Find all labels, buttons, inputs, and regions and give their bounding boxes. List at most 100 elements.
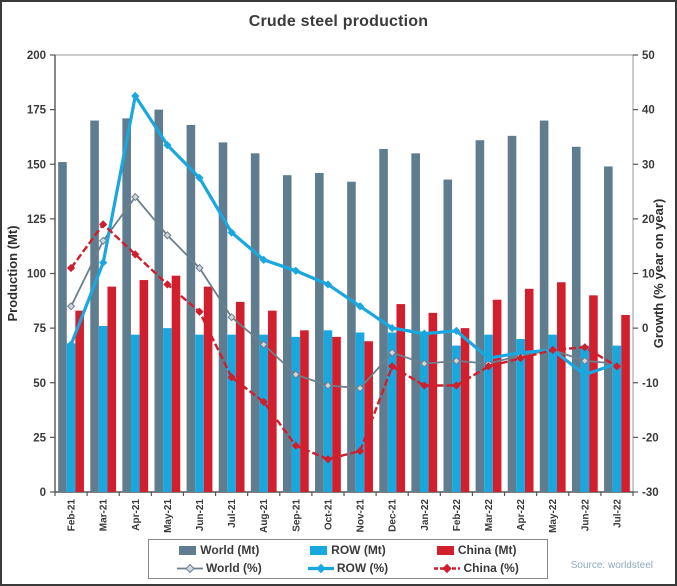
bar	[428, 312, 438, 492]
bar	[589, 295, 598, 492]
x-category-label: Feb-22	[452, 499, 463, 532]
x-category-label: Feb-21	[67, 499, 78, 532]
data-point-marker	[195, 173, 204, 183]
bar	[580, 345, 590, 492]
data-point-marker	[420, 329, 429, 338]
data-point-marker	[580, 343, 589, 352]
bar	[90, 120, 99, 493]
right-tick-label: 20	[642, 214, 655, 226]
line-series-row-	[66, 91, 622, 379]
world-line-swatch-icon	[176, 563, 203, 573]
left-tick-label: 25	[33, 432, 46, 444]
bar	[507, 135, 517, 492]
bar-series-china-mt-	[75, 275, 630, 492]
bar	[186, 124, 196, 493]
bar	[475, 140, 485, 492]
bar	[195, 334, 204, 492]
legend-item-china-bar: China (Mt)	[412, 544, 541, 556]
bar	[355, 332, 365, 492]
bar	[282, 175, 292, 493]
bar	[259, 334, 269, 492]
data-point-marker	[323, 280, 333, 289]
bar	[130, 334, 140, 492]
bar	[171, 275, 181, 492]
bar	[227, 334, 236, 492]
data-point-marker	[131, 192, 140, 202]
data-point-marker	[452, 326, 461, 335]
world-bar-swatch-icon	[179, 545, 197, 555]
data-point-marker	[99, 258, 108, 267]
left-tick-label: 150	[27, 159, 46, 171]
bar	[524, 288, 534, 492]
bar	[364, 341, 373, 492]
bar	[396, 304, 406, 492]
legend-item-china-line: China (%)	[412, 562, 541, 574]
data-point-marker	[355, 302, 365, 311]
bar	[460, 328, 470, 492]
bar	[315, 172, 324, 493]
bar-series-row-mt-	[66, 325, 622, 492]
bar	[484, 334, 493, 492]
data-point-marker	[484, 362, 493, 371]
right-tick-label: -20	[642, 432, 659, 444]
data-point-marker	[131, 250, 140, 259]
bar	[492, 299, 502, 492]
bar	[139, 280, 149, 492]
x-category-label: Jan-22	[420, 499, 431, 531]
right-tick-label: 40	[642, 105, 655, 117]
bar	[66, 343, 76, 492]
bar	[548, 334, 558, 492]
data-point-marker	[163, 280, 172, 289]
data-point-marker	[227, 313, 236, 322]
data-point-marker	[227, 373, 236, 382]
right-tick-label: 30	[642, 159, 655, 171]
legend-item-row-line: ROW (%)	[284, 562, 413, 574]
data-point-marker	[516, 354, 525, 363]
bar	[154, 109, 164, 492]
bar	[250, 153, 260, 492]
bar	[291, 336, 301, 492]
bar	[163, 328, 172, 492]
bar	[58, 162, 67, 492]
data-point-marker	[580, 356, 589, 366]
legend-label: ROW (%)	[336, 561, 389, 575]
data-point-marker	[388, 348, 397, 357]
line-path	[70, 222, 618, 461]
data-point-marker	[259, 255, 268, 264]
left-tick-label: 175	[27, 105, 47, 117]
legend-item-row-bar: ROW (Mt)	[284, 544, 413, 556]
data-point-marker	[99, 236, 108, 245]
line-series-world-	[66, 192, 622, 393]
data-point-marker	[291, 441, 300, 450]
data-point-marker	[291, 266, 300, 275]
source-label: Source: worldsteel	[570, 560, 653, 571]
bar	[612, 345, 622, 492]
bar	[268, 310, 277, 492]
data-point-marker	[163, 231, 172, 240]
x-category-label: Jun-22	[580, 499, 591, 532]
legend-item-world-line: World (%)	[155, 562, 284, 574]
bar	[443, 179, 453, 493]
x-category-label: Apr-21	[131, 499, 142, 531]
x-category-label: Oct-21	[323, 499, 334, 531]
bar	[300, 330, 309, 492]
data-point-marker	[131, 91, 140, 101]
data-point-marker	[355, 446, 365, 456]
legend-label: China (%)	[463, 561, 519, 575]
left-tick-label: 100	[27, 269, 46, 281]
data-point-marker	[66, 340, 76, 349]
x-category-label: Jun-21	[195, 499, 206, 532]
x-category-label: May-22	[548, 499, 559, 533]
data-point-marker	[548, 345, 557, 355]
data-point-marker	[323, 381, 333, 390]
bar	[621, 315, 630, 492]
bar	[347, 181, 356, 493]
data-point-marker	[355, 384, 365, 393]
left-tick-label: 200	[27, 50, 46, 62]
bar	[539, 120, 549, 493]
line-path	[70, 195, 617, 390]
bar	[203, 286, 213, 492]
line-series-china-	[66, 220, 622, 464]
bar	[557, 282, 566, 492]
x-category-label: Mar-21	[99, 499, 110, 532]
